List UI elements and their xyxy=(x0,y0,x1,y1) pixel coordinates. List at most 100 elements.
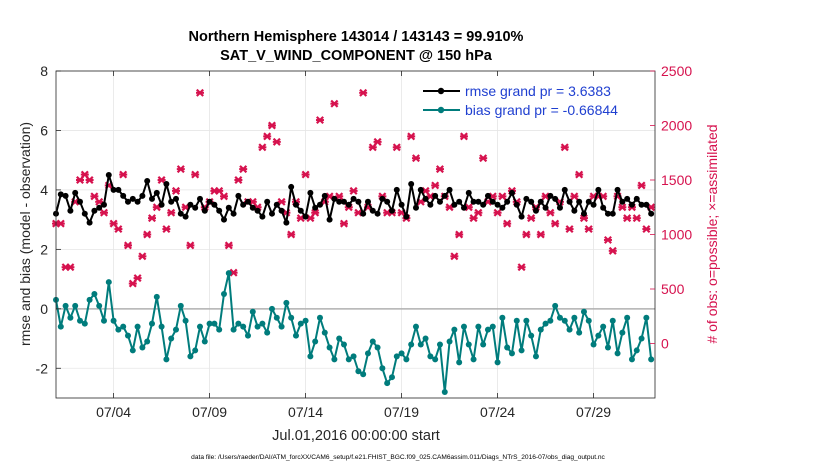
rmse-point-33 xyxy=(211,201,218,208)
rmse-point-79 xyxy=(432,192,439,199)
obs-point-46 xyxy=(272,137,281,146)
rmse-point-14 xyxy=(120,192,127,199)
rmse-layer xyxy=(53,172,655,226)
rmse-point-102 xyxy=(542,204,549,211)
rmse-point-69 xyxy=(384,198,391,205)
obs-point-123 xyxy=(642,225,651,234)
bias-point-37 xyxy=(230,326,237,333)
y-tick-label-left-0: -2 xyxy=(36,360,49,376)
rmse-point-73 xyxy=(403,213,410,220)
rmse-point-68 xyxy=(379,195,386,202)
obs-point-24 xyxy=(167,208,176,217)
bias-point-56 xyxy=(321,329,328,336)
rmse-point-17 xyxy=(134,198,141,205)
obs-point-64 xyxy=(359,88,368,97)
rmse-point-87 xyxy=(470,198,477,205)
bias-point-29 xyxy=(192,347,199,354)
bias-point-117 xyxy=(614,350,621,357)
bias-point-82 xyxy=(446,338,453,345)
bias-point-96 xyxy=(513,317,520,324)
rmse-point-63 xyxy=(355,198,362,205)
bias-point-91 xyxy=(489,323,496,330)
rmse-point-23 xyxy=(163,180,170,187)
bias-point-19 xyxy=(144,338,151,345)
rmse-point-45 xyxy=(268,210,275,217)
bias-point-85 xyxy=(460,323,467,330)
obs-point-92 xyxy=(493,208,502,217)
bias-point-22 xyxy=(158,323,165,330)
bias-point-58 xyxy=(331,356,338,363)
obs-point-28 xyxy=(186,241,195,250)
y-tick-label-right-0: 0 xyxy=(661,336,669,352)
bias-point-92 xyxy=(494,359,501,366)
x-axis-label: Jul.01,2016 00:00:00 start xyxy=(272,428,440,444)
rmse-point-96 xyxy=(513,201,520,208)
legend-rmse-label: rmse grand pr = 3.6383 xyxy=(465,83,611,99)
rmse-point-92 xyxy=(494,201,501,208)
rmse-point-38 xyxy=(235,192,242,199)
rmse-point-86 xyxy=(465,189,472,196)
bias-point-60 xyxy=(340,341,347,348)
data-file-footer: data file: /Users/raeder/DAI/ATM_forcXX/… xyxy=(191,454,605,461)
rmse-point-97 xyxy=(518,213,525,220)
bias-point-119 xyxy=(624,314,631,321)
bias-point-20 xyxy=(148,320,155,327)
rmse-point-59 xyxy=(336,198,343,205)
obs-point-83 xyxy=(450,252,459,261)
rmse-point-37 xyxy=(230,210,237,217)
rmse-point-53 xyxy=(307,189,314,196)
rmse-point-70 xyxy=(388,207,395,214)
obs-point-94 xyxy=(503,219,512,228)
rmse-point-5 xyxy=(76,198,83,205)
bias-point-57 xyxy=(326,344,333,351)
obs-point-10 xyxy=(99,208,108,217)
rmse-point-111 xyxy=(585,198,592,205)
bias-point-16 xyxy=(129,347,136,354)
rmse-point-109 xyxy=(576,198,583,205)
rmse-point-66 xyxy=(369,207,376,214)
rmse-point-1 xyxy=(57,191,64,198)
bias-point-87 xyxy=(470,356,477,363)
obs-point-15 xyxy=(123,241,132,250)
rmse-point-24 xyxy=(168,198,175,205)
rmse-point-72 xyxy=(398,201,405,208)
rmse-point-80 xyxy=(436,198,443,205)
bias-point-15 xyxy=(124,332,131,339)
obs-point-20 xyxy=(147,214,156,223)
rmse-point-118 xyxy=(619,198,626,205)
chart-subtitle: SAT_V_WIND_COMPONENT @ 150 hPa xyxy=(220,48,493,64)
legend-bias-marker xyxy=(437,106,445,114)
obs-point-25 xyxy=(171,186,180,195)
legend-bias-label: bias grand pr = -0.66844 xyxy=(465,102,618,118)
bias-point-64 xyxy=(360,371,367,378)
bias-point-65 xyxy=(364,350,371,357)
obs-point-118 xyxy=(618,203,627,212)
legend-rmse-marker xyxy=(437,87,445,95)
bias-point-122 xyxy=(638,335,645,342)
bias-point-108 xyxy=(571,314,578,321)
y-tick-label-right-3: 1500 xyxy=(661,172,692,188)
rmse-point-75 xyxy=(412,204,419,211)
rmse-point-104 xyxy=(552,195,559,202)
bias-point-9 xyxy=(96,302,103,309)
bias-point-120 xyxy=(628,356,635,363)
bias-point-116 xyxy=(609,317,616,324)
obs-point-116 xyxy=(608,246,617,255)
rmse-point-3 xyxy=(67,207,74,214)
bias-point-21 xyxy=(153,293,160,300)
obs-point-104 xyxy=(551,219,560,228)
bias-point-42 xyxy=(254,323,261,330)
bias-point-48 xyxy=(283,299,290,306)
bias-point-14 xyxy=(120,323,127,330)
y-tick-label-left-5: 8 xyxy=(40,63,48,79)
rmse-point-115 xyxy=(604,210,611,217)
bias-point-11 xyxy=(105,279,112,286)
bias-point-123 xyxy=(643,314,650,321)
obs-point-30 xyxy=(195,88,204,97)
bias-point-12 xyxy=(110,317,117,324)
obs-point-36 xyxy=(224,241,233,250)
obs-point-121 xyxy=(632,214,641,223)
rmse-point-40 xyxy=(244,198,251,205)
rmse-point-11 xyxy=(105,172,112,179)
